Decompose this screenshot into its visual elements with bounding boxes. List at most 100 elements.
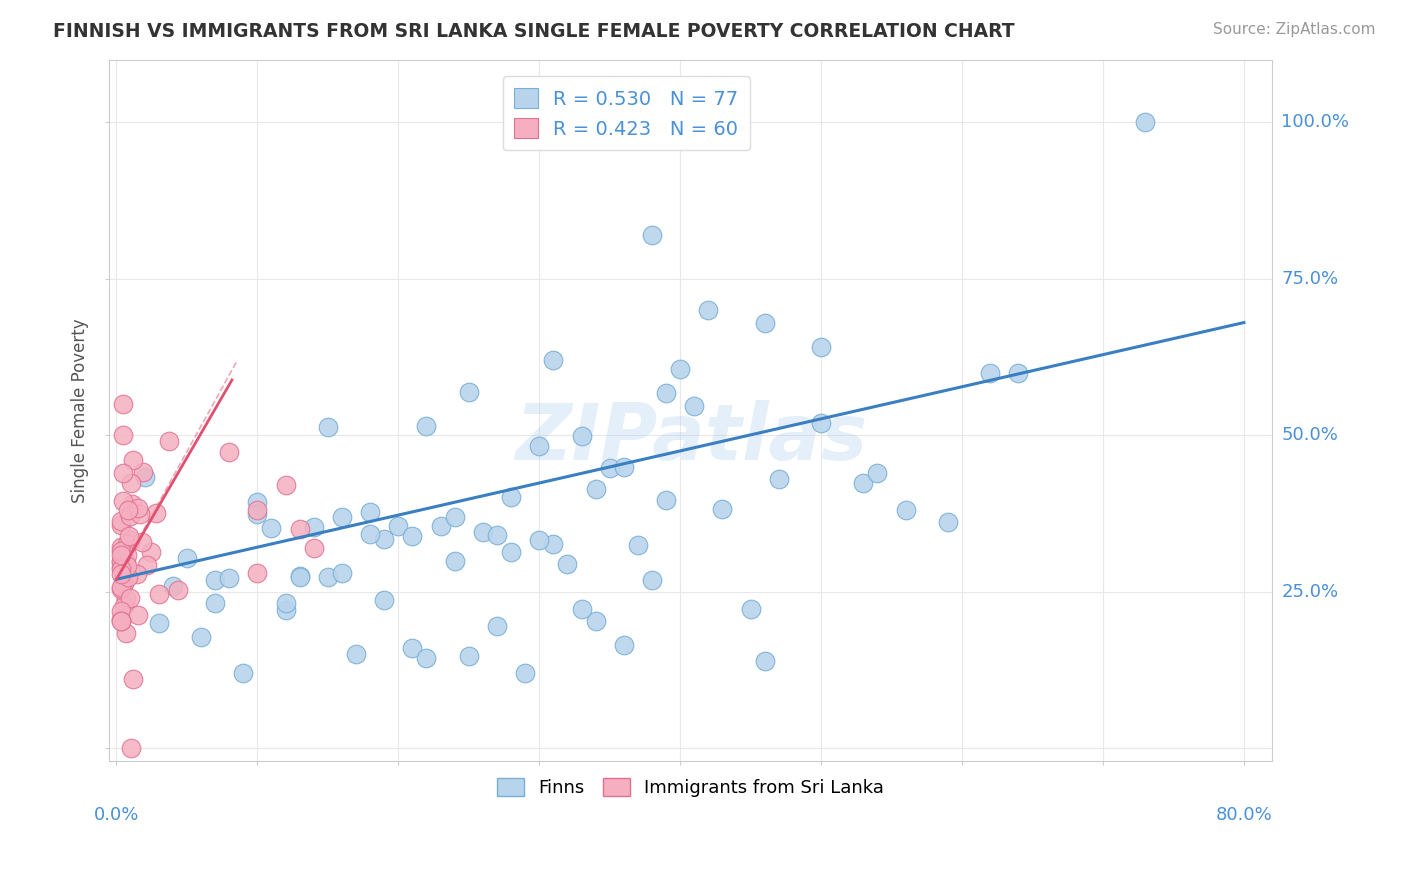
Point <box>344 647 367 661</box>
Text: 80.0%: 80.0% <box>1216 806 1272 824</box>
Point <box>246 495 269 509</box>
Point <box>204 596 226 610</box>
Point <box>110 540 132 554</box>
Point <box>131 535 153 549</box>
Point <box>112 576 135 591</box>
Point <box>571 602 593 616</box>
Point <box>190 631 212 645</box>
Point <box>145 506 167 520</box>
Point <box>443 554 465 568</box>
Text: 25.0%: 25.0% <box>1281 582 1339 601</box>
Point <box>166 583 188 598</box>
Point <box>288 569 311 583</box>
Point <box>246 507 269 521</box>
Point <box>120 476 142 491</box>
Point <box>141 545 163 559</box>
Point <box>127 607 149 622</box>
Point <box>110 548 132 562</box>
Point <box>979 366 1001 380</box>
Point <box>443 510 465 524</box>
Y-axis label: Single Female Poverty: Single Female Poverty <box>72 318 89 502</box>
Point <box>112 567 135 582</box>
Text: FINNISH VS IMMIGRANTS FROM SRI LANKA SINGLE FEMALE POVERTY CORRELATION CHART: FINNISH VS IMMIGRANTS FROM SRI LANKA SIN… <box>53 22 1015 41</box>
Point <box>112 599 135 613</box>
Point <box>128 507 150 521</box>
Point <box>641 573 664 587</box>
Point <box>683 399 706 413</box>
Point <box>711 501 734 516</box>
Point <box>316 570 339 584</box>
Point <box>218 444 240 458</box>
Point <box>117 569 139 583</box>
Point <box>176 550 198 565</box>
Point <box>120 741 142 756</box>
Point <box>204 573 226 587</box>
Point <box>359 527 381 541</box>
Point <box>613 638 636 652</box>
Point <box>543 353 565 368</box>
Point <box>135 558 157 573</box>
Point <box>1007 366 1029 380</box>
Point <box>529 533 551 547</box>
Point <box>373 533 395 547</box>
Point <box>121 452 143 467</box>
Point <box>585 482 607 496</box>
Point <box>485 528 508 542</box>
Point <box>112 466 135 480</box>
Point <box>118 509 141 524</box>
Point <box>121 672 143 686</box>
Point <box>316 419 339 434</box>
Point <box>697 303 720 318</box>
Point <box>1135 115 1157 129</box>
Point <box>655 386 678 401</box>
Point <box>148 587 170 601</box>
Point <box>543 537 565 551</box>
Point <box>118 529 141 543</box>
Text: Source: ZipAtlas.com: Source: ZipAtlas.com <box>1212 22 1375 37</box>
Point <box>110 562 132 576</box>
Point <box>110 580 132 594</box>
Point <box>288 522 311 536</box>
Point <box>571 429 593 443</box>
Point <box>585 615 607 629</box>
Point <box>754 316 776 330</box>
Text: ZIPatlas: ZIPatlas <box>515 401 868 476</box>
Point <box>112 397 135 411</box>
Point <box>111 558 134 572</box>
Point <box>274 603 297 617</box>
Point <box>471 525 494 540</box>
Point <box>110 559 132 574</box>
Point <box>218 571 240 585</box>
Point <box>557 557 579 571</box>
Point <box>115 548 138 562</box>
Point <box>641 227 664 242</box>
Point <box>330 566 353 580</box>
Point <box>117 558 139 573</box>
Point <box>866 466 889 480</box>
Point <box>110 517 132 532</box>
Point <box>768 472 790 486</box>
Point <box>513 666 536 681</box>
Point <box>330 509 353 524</box>
Point <box>111 493 134 508</box>
Point <box>115 592 138 607</box>
Point <box>232 666 254 681</box>
Point <box>118 591 141 605</box>
Point <box>121 533 143 547</box>
Point <box>110 582 132 597</box>
Point <box>110 555 132 569</box>
Point <box>112 578 135 592</box>
Point <box>499 544 522 558</box>
Point <box>401 640 423 655</box>
Point <box>127 501 149 516</box>
Point <box>148 616 170 631</box>
Point <box>499 490 522 504</box>
Point <box>457 649 479 664</box>
Point <box>936 516 959 530</box>
Point <box>117 503 139 517</box>
Point <box>810 416 832 430</box>
Point <box>373 592 395 607</box>
Point <box>302 541 325 555</box>
Point <box>274 478 297 492</box>
Point <box>246 503 269 517</box>
